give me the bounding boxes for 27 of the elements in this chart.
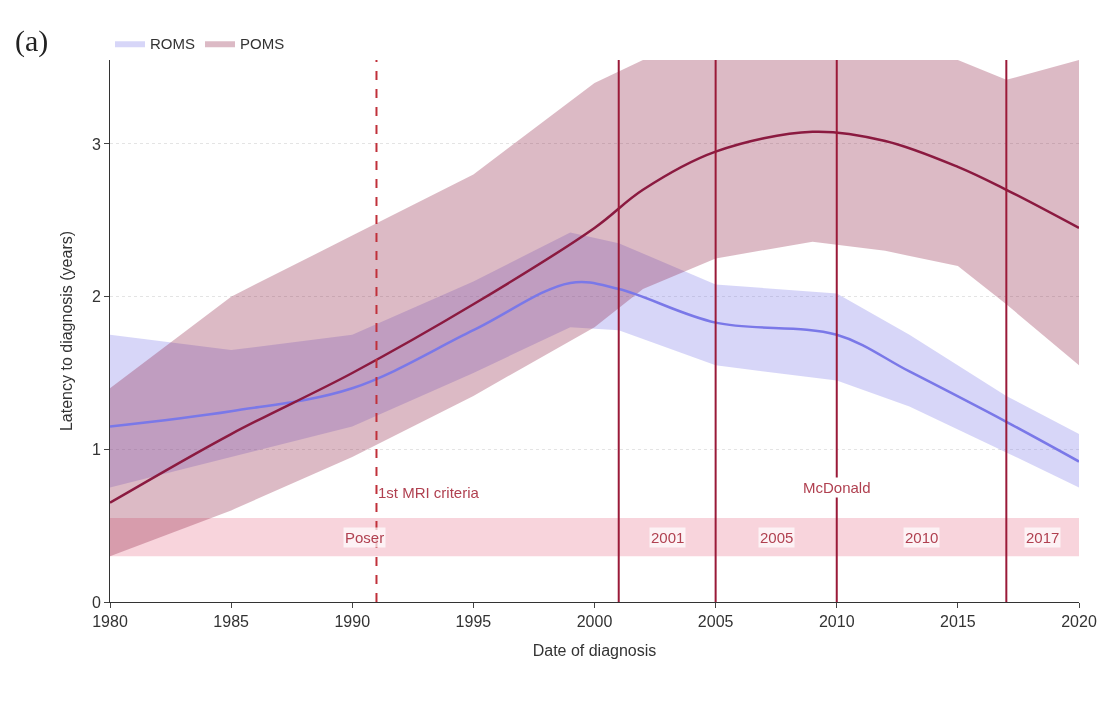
y-tick-label: 0 <box>91 593 101 611</box>
legend-label: POMS <box>240 35 285 53</box>
x-tick-label: 2010 <box>818 613 855 631</box>
annotation: McDonald <box>803 479 871 496</box>
band-label: 2001 <box>651 529 685 546</box>
y-tick-label: 1 <box>91 440 101 458</box>
x-tick-label: 2020 <box>1061 613 1097 631</box>
y-axis-title: Latency to diagnosis (years) <box>57 230 75 432</box>
x-tick-label: 1985 <box>213 613 250 631</box>
x-tick-label: 1995 <box>455 613 492 631</box>
x-tick-label: 2005 <box>697 613 734 631</box>
text: (a) <box>15 24 49 58</box>
legend-label: ROMS <box>150 35 195 53</box>
y-tick-label: 3 <box>91 135 101 153</box>
band-label: 2010 <box>905 529 939 546</box>
x-tick-label: 2000 <box>576 613 613 631</box>
band-label: 2005 <box>760 529 794 546</box>
ref-line-label: 1st MRI criteria <box>378 484 480 501</box>
x-tick-label: 2015 <box>940 613 976 631</box>
x-tick-label: 1990 <box>334 613 371 631</box>
band-label: 2017 <box>1026 529 1060 546</box>
line-series <box>110 130 1079 505</box>
band-label: Poser <box>345 529 385 546</box>
x-axis-title: Date of diagnosis <box>532 641 657 659</box>
y-tick-label: 2 <box>91 288 101 306</box>
line-series <box>110 280 1079 463</box>
x-tick-label: 1980 <box>92 613 128 631</box>
